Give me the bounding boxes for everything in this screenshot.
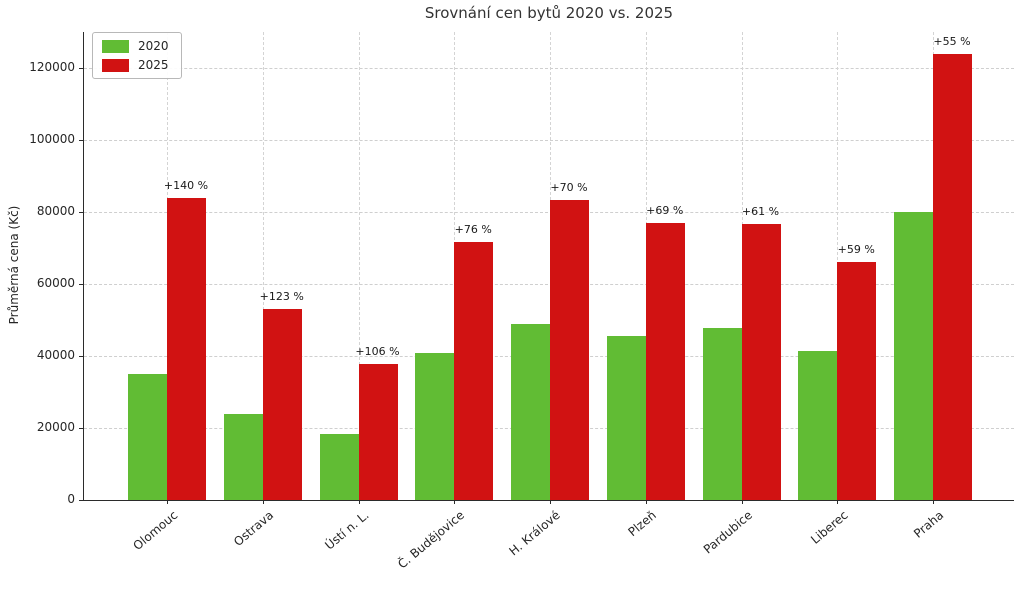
y-gridline [84, 68, 1014, 69]
y-tick-label: 80000 [36, 204, 75, 218]
pct-annotation-Ústí n. L.: +106 % [355, 344, 400, 358]
bar-2025-Pardubice [741, 223, 781, 500]
x-tick-mark [645, 500, 647, 504]
bar-2025-H. Králové [550, 200, 589, 500]
pct-annotation-Č. Budějovice: +76 % [454, 223, 492, 237]
x-tick-mark [741, 500, 743, 504]
pct-annotation-Liberec: +59 % [837, 243, 875, 257]
y-gridline [84, 140, 1014, 141]
x-tick-label-Olomouc: Olomouc [130, 508, 180, 554]
bar-2025-Praha [933, 53, 972, 500]
pct-annotation-H. Králové: +70 % [550, 181, 588, 195]
x-tick-label-Plzeň: Plzeň [625, 508, 659, 540]
bar-2025-Olomouc [167, 197, 206, 500]
bar-2020-Ústí n. L. [319, 433, 359, 500]
y-tick-mark [79, 140, 83, 141]
bar-2020-Pardubice [702, 328, 742, 500]
y-gridline [84, 212, 1014, 213]
x-tick-mark [454, 500, 456, 504]
bar-2025-Ústí n. L. [358, 363, 398, 500]
bar-2020-Ostrava [223, 414, 263, 500]
bar-2025-Liberec [837, 262, 877, 500]
bar-2020-Plzeň [606, 336, 646, 500]
x-tick-mark [933, 500, 934, 504]
legend-swatch-2025 [102, 58, 129, 72]
pct-annotation-Pardubice: +61 % [741, 204, 780, 218]
legend-label-2020: 2020 [138, 39, 169, 53]
x-tick-mark [837, 500, 839, 504]
x-tick-mark [167, 500, 168, 504]
x-tick-label-Pardubice: Pardubice [700, 508, 755, 557]
x-tick-mark [550, 500, 551, 504]
y-tick-label: 100000 [29, 132, 75, 146]
y-tick-label: 40000 [36, 348, 75, 362]
y-tick-mark [79, 212, 83, 213]
bar-2025-Plzeň [645, 223, 685, 500]
y-tick-label: 60000 [36, 276, 75, 290]
bar-2025-Č. Budějovice [454, 242, 494, 500]
x-tick-label-H. Králové: H. Králové [506, 508, 563, 559]
x-tick-label-Liberec: Liberec [807, 508, 851, 547]
legend-item-2020: 2020 [102, 39, 169, 53]
pct-annotation-Ostrava: +123 % [259, 290, 304, 304]
bar-2020-Praha [894, 212, 933, 500]
chart-title: Srovnání cen bytů 2020 vs. 2025 [424, 4, 674, 22]
legend-swatch-2020 [102, 39, 129, 53]
x-tick-label-Č. Budějovice: Č. Budějovice [395, 508, 468, 572]
legend-item-2025: 2025 [102, 58, 169, 72]
y-tick-mark [79, 428, 83, 429]
x-gridline [262, 32, 264, 500]
x-tick-label-Praha: Praha [910, 508, 946, 541]
x-tick-mark [358, 500, 360, 504]
bar-2020-Č. Budějovice [415, 353, 455, 500]
y-axis-spine [83, 32, 84, 500]
x-tick-label-Ústí n. L.: Ústí n. L. [322, 508, 372, 553]
y-gridline [84, 284, 1014, 285]
pct-annotation-Olomouc: +140 % [163, 178, 209, 192]
bar-2020-H. Králové [511, 323, 550, 500]
bar-2025-Ostrava [262, 309, 302, 500]
y-tick-mark [79, 68, 83, 69]
bar-2020-Liberec [798, 350, 838, 500]
bar-2020-Olomouc [128, 374, 167, 500]
pct-annotation-Praha: +55 % [933, 34, 971, 48]
y-tick-label: 20000 [36, 420, 75, 434]
x-gridline [358, 32, 360, 500]
y-tick-label: 0 [67, 492, 75, 506]
y-tick-label: 120000 [29, 60, 75, 74]
x-tick-mark [262, 500, 264, 504]
x-tick-label-Ostrava: Ostrava [230, 508, 276, 550]
x-axis-spine [83, 500, 1014, 501]
legend-label-2025: 2025 [138, 58, 169, 72]
y-tick-mark [79, 284, 83, 285]
legend: 2020 2025 [92, 32, 182, 79]
pct-annotation-Plzeň: +69 % [646, 204, 684, 218]
y-tick-mark [79, 500, 83, 501]
y-tick-mark [79, 356, 83, 357]
